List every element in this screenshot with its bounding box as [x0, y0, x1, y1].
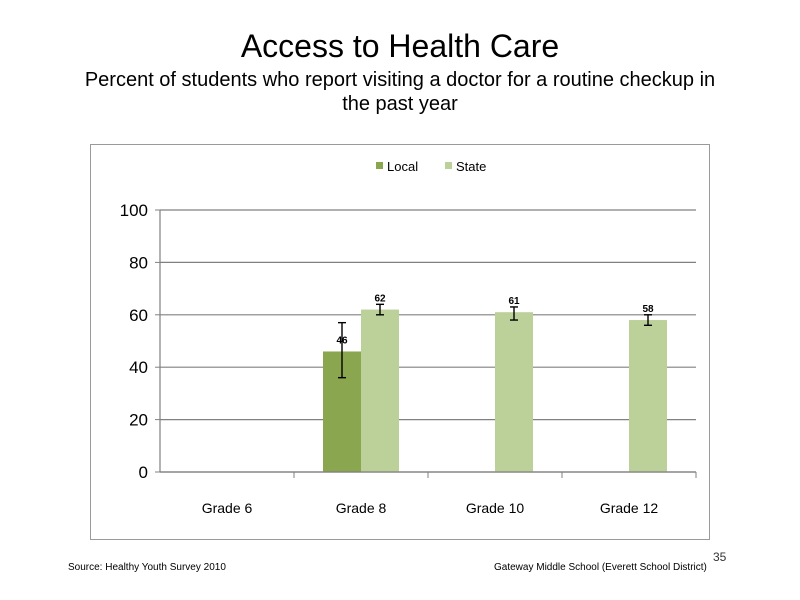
page-number: 35 [713, 550, 727, 564]
x-tick-label: Grade 6 [202, 500, 253, 516]
slide-title: Access to Health Care [240, 28, 560, 64]
bar-state [361, 309, 399, 472]
legend-label-local: Local [387, 159, 418, 174]
y-tick-label: 20 [129, 411, 148, 430]
y-tick-label: 80 [129, 253, 148, 272]
source-note: Source: Healthy Youth Survey 2010 [68, 562, 226, 573]
legend-swatch-local [376, 162, 383, 169]
data-label: 58 [642, 304, 654, 315]
bar-state [495, 312, 533, 472]
y-tick-label: 100 [120, 201, 148, 220]
x-tick-label: Grade 12 [600, 500, 659, 516]
legend-swatch-state [445, 162, 452, 169]
chart-frame [90, 144, 710, 540]
legend-label-state: State [456, 159, 486, 174]
data-label: 62 [374, 294, 386, 305]
slide-subtitle: Percent of students who report visiting … [84, 69, 716, 115]
data-label: 61 [508, 296, 520, 307]
y-tick-label: 0 [139, 463, 148, 482]
bar-state [629, 320, 667, 472]
school-note: Gateway Middle School (Everett School Di… [494, 562, 707, 573]
y-tick-label: 40 [129, 358, 148, 377]
x-tick-label: Grade 8 [336, 500, 387, 516]
y-tick-label: 60 [129, 306, 148, 325]
x-tick-label: Grade 10 [466, 500, 525, 516]
data-label: 46 [336, 335, 348, 346]
